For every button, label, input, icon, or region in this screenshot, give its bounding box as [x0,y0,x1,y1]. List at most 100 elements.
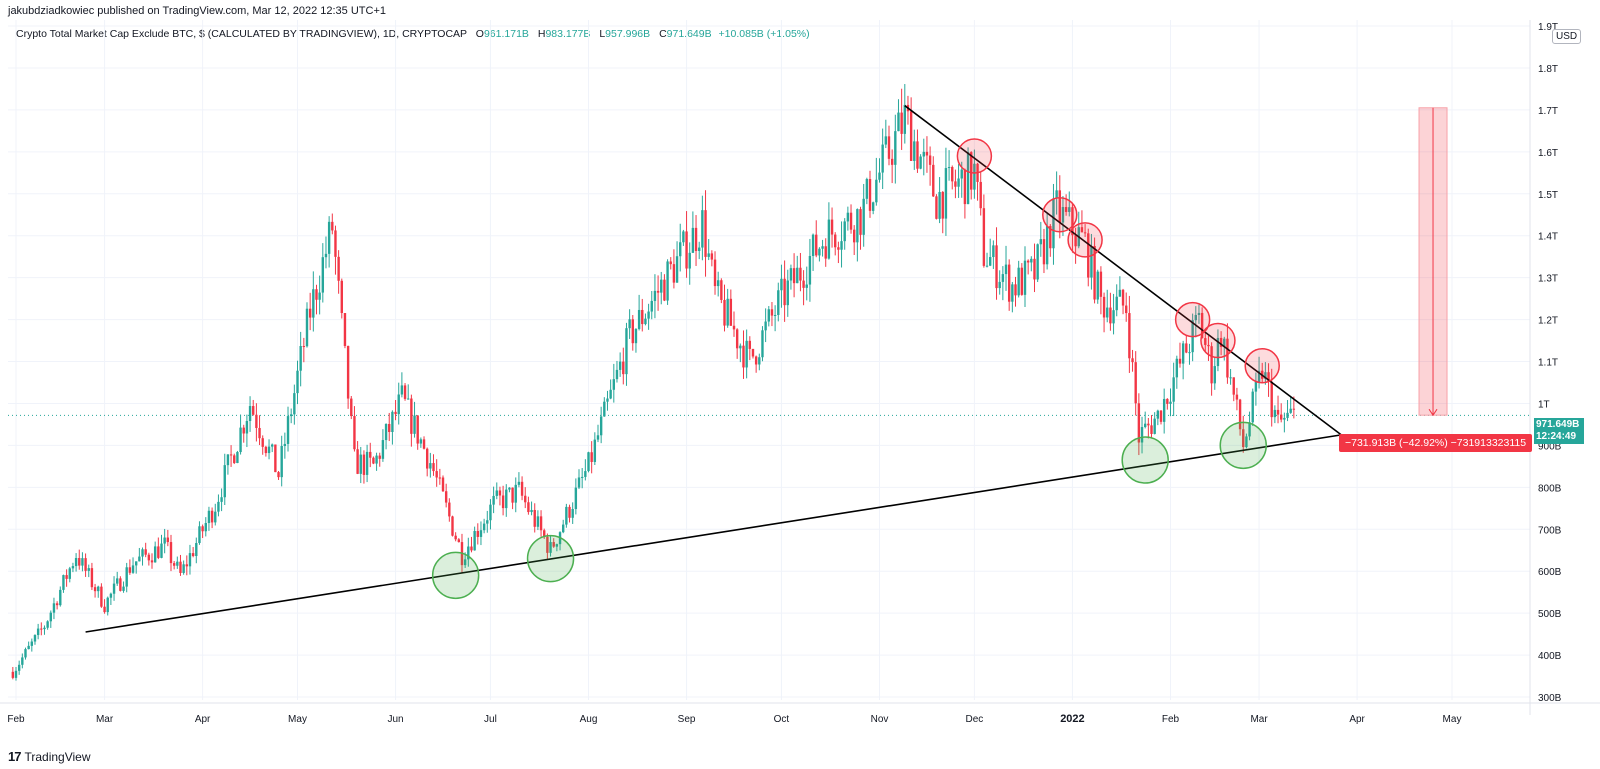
candle [868,170,872,218]
candle [334,225,337,275]
candle-body [27,645,30,650]
candle-body [530,509,533,513]
candle-body [87,568,90,571]
candle [1118,276,1122,297]
candle [1251,388,1254,426]
candle [758,353,761,371]
candle [1188,343,1191,365]
candle-body [289,414,293,417]
candle-body [533,509,536,527]
candle [1080,210,1084,233]
candle [900,88,903,150]
candle-body [334,230,337,257]
candle-body [1286,412,1289,418]
candle-body [1238,399,1242,430]
candle [492,486,495,514]
candle [938,177,941,224]
candle [660,271,663,305]
currency-button[interactable]: USD [1552,29,1582,44]
candle [454,532,457,542]
candle-body [932,164,935,197]
candle-body [859,209,862,235]
candle [166,529,170,547]
measure-label: −731.913B (−42.92%) −731913323115 [1339,434,1533,452]
candle [131,557,135,574]
candle [897,99,900,132]
candle [555,543,559,552]
candle-body [1216,337,1220,367]
candle-body [1143,423,1147,428]
candle [701,195,704,261]
candle-body [33,635,37,642]
candle-body [353,416,356,450]
candle-body [1232,377,1235,395]
candle-body [641,309,644,325]
candle [1219,331,1223,356]
tradingview-brand[interactable]: TradingView [24,749,91,764]
candle-body [1112,310,1115,324]
candle-body [1235,394,1239,400]
candle-body [900,112,903,134]
candle-body [248,406,252,422]
candle-body [255,414,258,428]
candle [1090,233,1093,290]
candle-body [305,308,309,347]
legend-open-key: O [475,28,484,40]
price-chart[interactable]: 300B 400B 500B 600B 700B 800B 900B 1T 1.1T 1.2T 1.… [0,0,1600,745]
candle-body [78,558,81,566]
candle-body [394,411,397,415]
candle [1147,417,1150,439]
candle-body [391,411,394,433]
candle [1229,368,1232,385]
candle [444,483,448,508]
candle-body [805,284,808,288]
candle [796,255,799,284]
candle [1276,395,1280,424]
candle [587,451,590,473]
candle [1134,351,1137,416]
candle [293,384,296,425]
candle-body [622,361,625,375]
resistance-touch-circle [1042,196,1078,233]
candle [97,585,100,598]
candle-body [267,446,271,454]
candle [331,213,334,235]
candle-body [811,234,815,256]
candle [1204,332,1207,352]
legend-close-key: C [659,28,667,40]
candle [742,330,745,379]
candle [1033,243,1036,293]
candle-body [24,649,27,658]
candle [1039,221,1043,257]
candle-body [425,448,429,469]
candle [40,622,43,636]
candle [590,441,593,474]
candle-body [928,155,932,165]
candle-body [909,111,913,161]
price-tick-label: 700B [1538,525,1562,536]
candle [397,382,400,425]
candle-body [191,553,195,557]
candle-body [160,543,163,558]
candle-body [1213,366,1216,384]
candle-body [153,546,157,563]
candle [1169,388,1172,417]
candle-body [1188,352,1191,354]
candle [384,423,388,450]
candle-body [751,348,755,357]
candle-body [1080,227,1084,233]
candle [1121,288,1125,315]
candle [33,634,37,645]
candle [343,312,347,349]
candle-body [1207,344,1210,347]
candle [894,114,897,184]
candle [1162,388,1166,434]
candle [226,454,230,475]
candle-body [1087,233,1090,278]
candle-body [327,221,331,254]
candle-body [710,253,714,260]
candle [1052,183,1055,265]
candle-body [293,393,296,415]
candle-body [913,141,916,161]
legend-symbol: Crypto Total Market Cap Exclude BTC, $ (… [16,28,467,40]
